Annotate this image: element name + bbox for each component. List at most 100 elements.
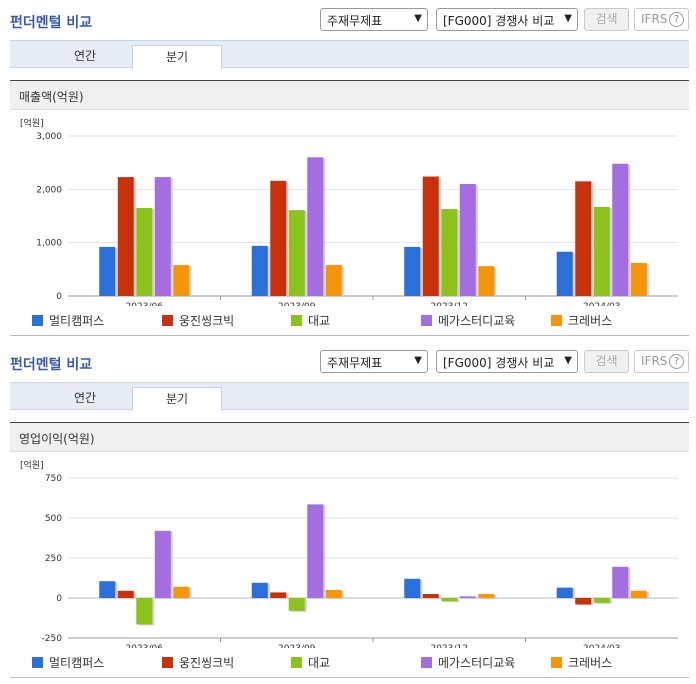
x-tick-label: 2023/06 <box>126 644 164 648</box>
divider <box>10 677 689 678</box>
panel-header: 펀더멘털 비교 주재무제표 ▼ [FG000] 경쟁사 비교 ▼ 검색 IFRS? <box>0 342 696 382</box>
bar <box>556 251 573 296</box>
legend-label: 웅진씽크빅 <box>179 656 235 670</box>
bar <box>630 590 647 598</box>
ifrs-label: IFRS <box>641 12 668 26</box>
x-tick-label: 2023/12 <box>431 302 468 306</box>
legend-swatch <box>421 657 432 668</box>
statement-select-value: 주재무제표 <box>327 356 383 370</box>
bar <box>136 208 153 296</box>
bar <box>422 176 439 296</box>
legend-swatch <box>551 657 562 668</box>
legend-swatch <box>551 315 562 326</box>
bar <box>307 504 324 598</box>
tab-annual[interactable]: 연간 <box>73 391 97 405</box>
legend-label: 대교 <box>308 656 331 670</box>
y-tick-label: 0 <box>56 292 62 302</box>
statement-select[interactable]: 주재무제표 ▼ <box>320 8 428 31</box>
bar <box>404 578 421 598</box>
period-tabs: 연간 분기 <box>10 40 689 69</box>
x-tick-label: 2024/03 <box>583 644 620 648</box>
bar <box>441 209 458 296</box>
operating-income-chart: [억원] -250 0 250 500 750 2023/06 2023/09 2023/12 2… <box>10 452 689 648</box>
bar <box>325 265 342 296</box>
help-icon[interactable]: ? <box>669 354 684 369</box>
bar <box>441 598 458 602</box>
y-tick-label: 3,000 <box>36 132 62 142</box>
legend-item[interactable]: 메가스터디교육 <box>421 654 515 671</box>
legend-swatch <box>32 315 43 326</box>
y-unit-label: [억원] <box>20 459 44 471</box>
bar <box>173 586 190 598</box>
legend-label: 크레버스 <box>568 656 613 670</box>
ifrs-button[interactable]: IFRS? <box>634 8 689 31</box>
chart-legend: 멀티캠퍼스 웅진씽크빅 대교 메가스터디교육 크레버스 <box>10 310 689 330</box>
legend-swatch <box>421 315 432 326</box>
chevron-down-icon: ▼ <box>564 355 572 366</box>
search-button[interactable]: 검색 <box>584 350 629 373</box>
bar <box>288 210 305 296</box>
legend-swatch <box>291 315 302 326</box>
bar <box>478 594 495 598</box>
legend-item[interactable]: 대교 <box>291 654 330 671</box>
legend-item[interactable]: 멀티캠퍼스 <box>32 312 104 329</box>
statement-select[interactable]: 주재무제표 ▼ <box>320 350 428 373</box>
compare-select[interactable]: [FG000] 경쟁사 비교 ▼ <box>436 8 578 31</box>
bar <box>556 587 573 598</box>
fundamental-compare-panel-operating-income: 펀더멘털 비교 주재무제표 ▼ [FG000] 경쟁사 비교 ▼ 검색 IFRS? … <box>0 342 696 684</box>
tab-quarter[interactable]: 분기 <box>132 45 222 69</box>
panel-title: 펀더멘털 비교 <box>10 15 93 31</box>
legend-label: 크레버스 <box>568 314 613 328</box>
x-tick-label: 2023/06 <box>126 302 164 306</box>
compare-select[interactable]: [FG000] 경쟁사 비교 ▼ <box>436 350 578 373</box>
statement-select-value: 주재무제표 <box>327 14 383 28</box>
bar <box>593 598 610 603</box>
bar <box>307 157 324 296</box>
y-tick-label: 750 <box>45 474 62 484</box>
ifrs-button[interactable]: IFRS? <box>634 350 689 373</box>
bar <box>404 246 421 296</box>
y-tick-label: 500 <box>45 514 62 524</box>
legend-item[interactable]: 웅진씽크빅 <box>162 654 234 671</box>
bar <box>173 265 190 296</box>
legend-label: 멀티캠퍼스 <box>49 314 105 328</box>
bar <box>154 530 171 598</box>
legend-item[interactable]: 크레버스 <box>551 312 612 329</box>
y-tick-label: 250 <box>45 554 62 564</box>
legend-swatch <box>32 657 43 668</box>
bar <box>117 177 134 296</box>
bar <box>459 596 476 598</box>
bar <box>99 581 116 598</box>
bar <box>612 566 629 598</box>
period-tabs: 연간 분기 <box>10 382 689 411</box>
bar <box>99 246 116 296</box>
y-unit-label: [억원] <box>20 117 44 129</box>
legend-item[interactable]: 웅진씽크빅 <box>162 312 234 329</box>
search-button[interactable]: 검색 <box>584 8 629 31</box>
divider <box>10 335 689 336</box>
legend-label: 대교 <box>308 314 331 328</box>
legend-item[interactable]: 메가스터디교육 <box>421 312 515 329</box>
ifrs-label: IFRS <box>641 354 668 368</box>
help-icon[interactable]: ? <box>669 12 684 27</box>
tab-annual[interactable]: 연간 <box>73 49 97 63</box>
legend-item[interactable]: 크레버스 <box>551 654 612 671</box>
bar <box>117 590 134 598</box>
legend-label: 멀티캠퍼스 <box>49 656 105 670</box>
x-tick-label: 2024/03 <box>583 302 620 306</box>
legend-swatch <box>162 657 173 668</box>
legend-label: 메가스터디교육 <box>438 314 516 328</box>
legend-swatch <box>162 315 173 326</box>
revenue-chart: [억원] 0 1,000 2,000 3,000 2023/06 2023/09 2023/1… <box>10 110 689 306</box>
bar <box>270 592 287 598</box>
tab-quarter[interactable]: 분기 <box>132 387 222 411</box>
legend-item[interactable]: 멀티캠퍼스 <box>32 654 104 671</box>
legend-item[interactable]: 대교 <box>291 312 330 329</box>
bar <box>154 177 171 296</box>
compare-select-value: [FG000] 경쟁사 비교 <box>443 14 555 28</box>
chevron-down-icon: ▼ <box>564 13 572 24</box>
bar <box>325 590 342 598</box>
y-tick-label: 0 <box>56 594 62 604</box>
chart-legend: 멀티캠퍼스 웅진씽크빅 대교 메가스터디교육 크레버스 <box>10 652 689 672</box>
legend-label: 웅진씽크빅 <box>179 314 235 328</box>
